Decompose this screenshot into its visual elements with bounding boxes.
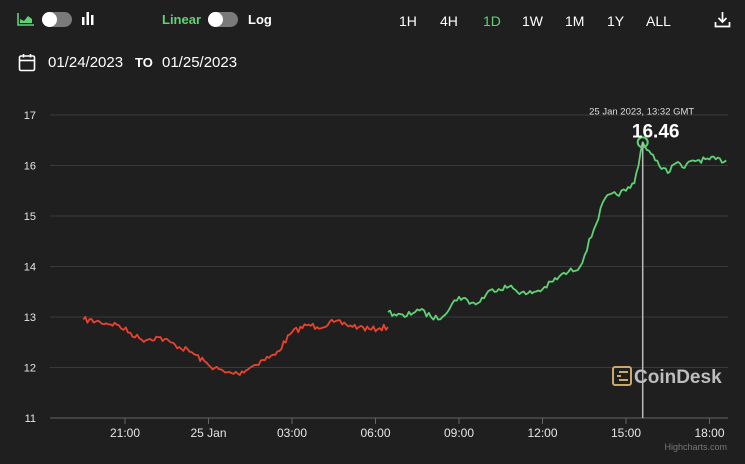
scale-toggle[interactable] bbox=[208, 12, 238, 27]
date-range-row: 01/24/2023 TO 01/25/2023 bbox=[0, 52, 745, 74]
price-series-down bbox=[82, 315, 389, 376]
y-tick-label: 13 bbox=[24, 312, 36, 324]
tooltip-timestamp: 25 Jan 2023, 13:32 GMT bbox=[589, 106, 694, 117]
date-to[interactable]: 01/25/2023 bbox=[162, 54, 238, 71]
watermark-text: CoinDesk bbox=[634, 367, 722, 388]
toggle-knob bbox=[208, 12, 223, 27]
range-button-4h[interactable]: 4H bbox=[440, 13, 458, 29]
y-axis: 11 12 13 14 15 16 17 bbox=[24, 110, 36, 425]
highcharts-credit[interactable]: Highcharts.com bbox=[664, 442, 727, 452]
x-tick-label: 03:00 bbox=[277, 426, 307, 440]
range-button-1m[interactable]: 1M bbox=[565, 13, 585, 29]
coindesk-logo-icon bbox=[612, 366, 632, 386]
y-tick-label: 14 bbox=[24, 262, 36, 274]
x-tick-label: 15:00 bbox=[611, 426, 641, 440]
y-tick-label: 16 bbox=[24, 161, 36, 173]
y-tick-label: 15 bbox=[24, 211, 36, 223]
tooltip-value: 16.46 bbox=[632, 121, 680, 142]
toggle-knob bbox=[42, 12, 57, 27]
y-tick-label: 12 bbox=[24, 363, 36, 375]
bar-chart-icon[interactable] bbox=[81, 11, 95, 25]
series bbox=[82, 141, 727, 376]
hover-point bbox=[636, 136, 649, 149]
range-button-all[interactable]: ALL bbox=[646, 13, 671, 29]
x-tick-label: 21:00 bbox=[110, 426, 140, 440]
area-chart-icon[interactable] bbox=[17, 12, 35, 26]
y-tick-label: 17 bbox=[24, 110, 36, 122]
date-to-label: TO bbox=[135, 55, 153, 70]
download-icon[interactable] bbox=[714, 11, 731, 28]
x-tick-label: 12:00 bbox=[527, 426, 557, 440]
chart-type-toggle[interactable] bbox=[42, 12, 72, 27]
x-tick-label: 25 Jan bbox=[190, 426, 226, 440]
date-from[interactable]: 01/24/2023 bbox=[48, 54, 124, 71]
price-series-up bbox=[387, 141, 727, 321]
x-tick-label: 18:00 bbox=[694, 426, 724, 440]
y-tick-label: 11 bbox=[25, 413, 36, 425]
x-axis: 21:00 25 Jan 03:00 06:00 09:00 12:00 15:00 18:0… bbox=[110, 418, 725, 440]
range-button-1y[interactable]: 1Y bbox=[607, 13, 625, 29]
range-button-1d[interactable]: 1D bbox=[483, 13, 501, 29]
x-tick-label: 09:00 bbox=[444, 426, 474, 440]
log-scale-label[interactable]: Log bbox=[248, 12, 272, 27]
range-button-1w[interactable]: 1W bbox=[522, 13, 543, 29]
range-button-1h[interactable]: 1H bbox=[399, 13, 417, 29]
calendar-icon[interactable] bbox=[18, 53, 36, 72]
x-tick-label: 06:00 bbox=[360, 426, 390, 440]
chart-toolbar: Linear Log 1H 4H 1D 1W 1M 1Y ALL bbox=[0, 0, 745, 44]
coindesk-logo: CoinDesk bbox=[612, 366, 722, 388]
linear-scale-label[interactable]: Linear bbox=[162, 12, 202, 27]
